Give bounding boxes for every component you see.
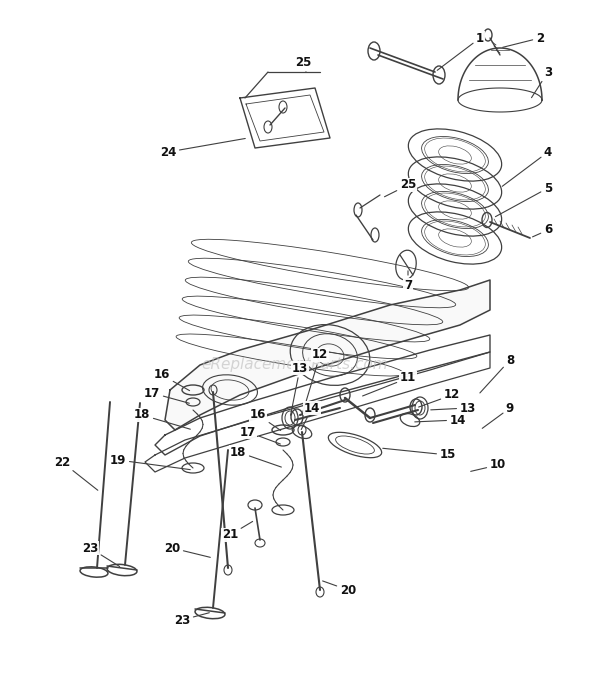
Text: 14: 14: [415, 413, 466, 426]
Text: 23: 23: [82, 542, 120, 567]
Text: 18: 18: [134, 409, 191, 429]
Text: 13: 13: [431, 402, 476, 415]
Text: 3: 3: [532, 65, 552, 98]
Text: 16: 16: [154, 368, 189, 391]
Text: 17: 17: [240, 426, 280, 444]
Text: 20: 20: [323, 581, 356, 597]
Text: 9: 9: [482, 402, 514, 428]
Text: 2: 2: [503, 31, 544, 47]
Text: 17: 17: [144, 387, 189, 403]
Text: 23: 23: [174, 612, 209, 627]
Polygon shape: [165, 280, 490, 430]
Text: 19: 19: [110, 454, 190, 470]
Text: 12: 12: [419, 389, 460, 407]
Text: 6: 6: [533, 224, 552, 237]
Text: 12: 12: [303, 349, 328, 413]
Text: 16: 16: [250, 409, 281, 430]
Text: 11: 11: [363, 372, 416, 396]
Text: 20: 20: [164, 542, 210, 557]
Text: 18: 18: [230, 445, 281, 467]
Text: 15: 15: [383, 448, 456, 462]
Text: 25: 25: [295, 55, 311, 72]
Text: 8: 8: [480, 353, 514, 393]
Text: 10: 10: [471, 458, 506, 471]
Text: 5: 5: [496, 181, 552, 217]
Text: 14: 14: [301, 402, 320, 430]
Text: 7: 7: [404, 271, 412, 291]
Text: 21: 21: [222, 522, 253, 542]
Text: 4: 4: [502, 145, 552, 186]
Text: 13: 13: [290, 361, 308, 415]
Text: 22: 22: [54, 456, 98, 490]
Text: eReplacementParts.com: eReplacementParts.com: [202, 357, 388, 372]
Text: 1: 1: [437, 31, 484, 70]
Text: 25: 25: [385, 179, 416, 196]
Text: 24: 24: [160, 138, 245, 158]
